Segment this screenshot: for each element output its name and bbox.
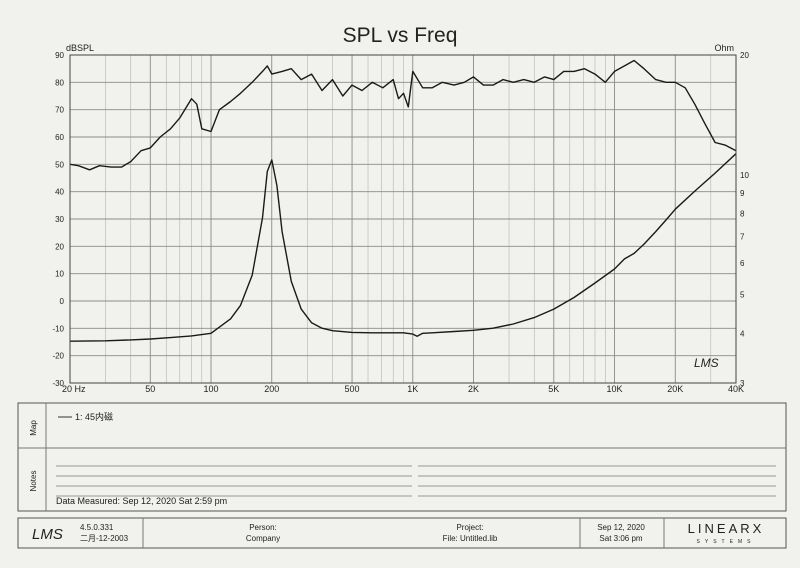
company-label: Company [246,534,280,543]
right-tick-label: 7 [740,233,745,242]
left-tick-label: -10 [52,324,64,333]
x-tick-label: 40K [728,384,744,394]
x-tick-label: 200 [264,384,279,394]
lms-annotation: LMS [694,356,719,370]
project-label: Project: [456,523,483,532]
x-tick-label: 500 [345,384,360,394]
map-label: Map [29,420,38,436]
chart-grid [69,54,737,384]
file-label: File: Untitled.lib [443,534,498,543]
print-time: Sat 3:06 pm [599,534,642,543]
left-tick-label: 50 [55,160,64,169]
right-tick-label: 9 [740,189,745,198]
x-tick-label: 10K [607,384,623,394]
plot-frame [69,54,737,384]
x-tick-label: 1K [407,384,418,394]
print-date: Sep 12, 2020 [597,523,645,532]
right-tick-label: 8 [740,209,745,218]
right-tick-label: 10 [740,171,749,180]
right-tick-label: 6 [740,259,745,268]
left-tick-label: 70 [55,106,64,115]
curves [69,59,737,342]
note-lines [56,465,776,497]
right-tick-labels: 20 10 9 8 7 6 5 4 3 [740,51,749,388]
x-tick-label: 100 [204,384,219,394]
impedance-curve [69,153,737,342]
bottom-panel [17,402,787,512]
x-tick-label: 2K [468,384,479,394]
x-tick-label: 20 Hz [62,384,86,394]
footer-version-date: 二月-12-2003 [80,534,129,543]
right-axis-label: Ohm [714,43,734,53]
right-tick-label: 4 [740,329,745,338]
left-tick-label: 30 [55,215,64,224]
left-tick-labels: 90 80 70 60 50 40 30 20 10 0 -10 -20 -30 [52,51,64,388]
x-tick-labels: 20 Hz 50 100 200 500 1K 2K 5K 10K 20K 40K [62,384,744,394]
right-tick-label: 20 [740,51,749,60]
left-axis-label: dBSPL [66,43,94,53]
person-label: Person: [249,523,277,532]
left-tick-label: 80 [55,78,64,87]
footer-version: 4.5.0.331 [80,523,114,532]
x-tick-label: 50 [145,384,155,394]
footer-logo: LMS [32,526,63,543]
left-tick-label: -20 [52,352,64,361]
data-measured: Data Measured: Sep 12, 2020 Sat 2:59 pm [56,496,227,506]
left-tick-label: 40 [55,188,64,197]
left-tick-label: 60 [55,133,64,142]
left-tick-label: -30 [52,379,64,388]
brand-logo: LINEARX [688,521,765,536]
right-tick-label: 3 [740,379,745,388]
chart-title: SPL vs Freq [343,24,458,47]
left-tick-label: 10 [55,270,64,279]
brand-subtitle: SYSTEMS [697,539,756,545]
notes-label: Notes [29,471,38,492]
right-tick-label: 5 [740,291,745,300]
x-tick-label: 5K [548,384,559,394]
left-tick-label: 90 [55,51,64,60]
x-tick-label: 20K [667,384,683,394]
left-tick-label: 20 [55,242,64,251]
left-tick-label: 0 [60,297,65,306]
spl-curve [69,59,737,171]
map-entry: 1: 45内磁 [75,411,113,422]
footer-frame [17,517,787,549]
